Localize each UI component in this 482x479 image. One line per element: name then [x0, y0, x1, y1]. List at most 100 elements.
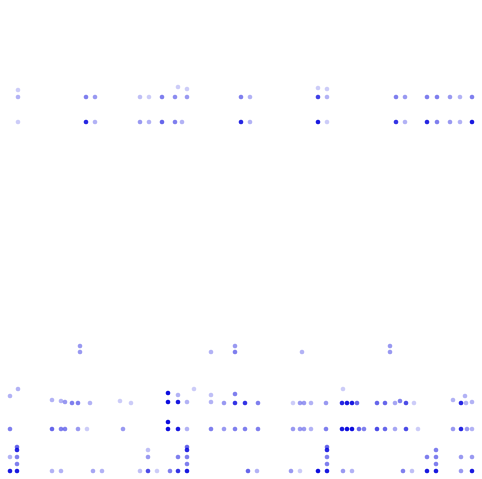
data-point [255, 426, 261, 432]
data-point [382, 426, 388, 432]
data-point [7, 454, 13, 460]
data-point [458, 426, 464, 432]
data-point [400, 468, 406, 474]
data-point [393, 94, 399, 100]
data-point [165, 426, 171, 432]
data-point [159, 119, 165, 125]
data-point [208, 399, 214, 405]
data-point [349, 426, 355, 432]
data-point [77, 343, 83, 349]
data-point [469, 119, 475, 125]
data-point [434, 119, 440, 125]
data-point [340, 468, 346, 474]
data-point [165, 390, 171, 396]
data-point [387, 349, 393, 355]
data-point [290, 426, 296, 432]
data-point [159, 94, 165, 100]
data-point [175, 399, 181, 405]
data-point [232, 400, 238, 406]
data-point [175, 392, 181, 398]
data-point [324, 461, 330, 467]
data-point [15, 94, 21, 100]
data-point [7, 393, 13, 399]
data-point [315, 468, 321, 474]
data-point [184, 86, 190, 92]
data-point [308, 400, 314, 406]
data-point [175, 426, 181, 432]
data-point [7, 426, 13, 432]
data-point [172, 119, 178, 125]
data-point [462, 393, 468, 399]
data-point [315, 94, 321, 100]
data-point [424, 94, 430, 100]
data-point [15, 87, 21, 93]
data-point [154, 468, 160, 474]
data-point [146, 119, 152, 125]
data-points [7, 84, 475, 474]
data-point [179, 119, 185, 125]
data-point [120, 426, 126, 432]
data-point [165, 399, 171, 405]
data-point [301, 426, 307, 432]
data-point [137, 94, 143, 100]
data-point [402, 94, 408, 100]
data-point [184, 426, 190, 432]
data-point [49, 468, 55, 474]
data-point [58, 468, 64, 474]
data-point [238, 119, 244, 125]
data-point [315, 85, 321, 91]
data-point [290, 400, 296, 406]
data-point [424, 454, 430, 460]
data-point [83, 94, 89, 100]
data-point [433, 468, 439, 474]
data-point [184, 444, 190, 450]
data-point [469, 426, 475, 432]
data-point [15, 119, 21, 125]
data-point [299, 349, 305, 355]
data-point [433, 447, 439, 453]
data-point [469, 94, 475, 100]
data-point [349, 400, 355, 406]
data-point [62, 426, 68, 432]
data-point [77, 349, 83, 355]
data-point [349, 468, 355, 474]
data-point [447, 119, 453, 125]
data-point [458, 454, 464, 460]
data-point [297, 426, 303, 432]
data-point [75, 400, 81, 406]
data-point [232, 343, 238, 349]
data-point [434, 94, 440, 100]
data-point [242, 400, 248, 406]
data-point [324, 119, 330, 125]
data-point [49, 397, 55, 403]
data-point [92, 94, 98, 100]
data-point [184, 454, 190, 460]
data-point [458, 468, 464, 474]
data-point [145, 454, 151, 460]
data-point [374, 400, 380, 406]
data-point [297, 468, 303, 474]
data-point [245, 468, 251, 474]
data-point [411, 400, 417, 406]
data-point [464, 426, 470, 432]
data-point [469, 468, 475, 474]
data-point [175, 468, 181, 474]
data-point [87, 400, 93, 406]
data-point [172, 94, 178, 100]
data-point [137, 119, 143, 125]
data-point [447, 94, 453, 100]
data-point [184, 468, 190, 474]
data-point [424, 468, 430, 474]
data-point [208, 426, 214, 432]
data-point [308, 426, 314, 432]
data-point [99, 468, 105, 474]
data-point [221, 400, 227, 406]
data-point [145, 447, 151, 453]
data-point [62, 399, 68, 405]
data-point [146, 94, 152, 100]
data-point [137, 468, 143, 474]
data-point [238, 94, 244, 100]
data-point [469, 399, 475, 405]
data-point [255, 400, 261, 406]
